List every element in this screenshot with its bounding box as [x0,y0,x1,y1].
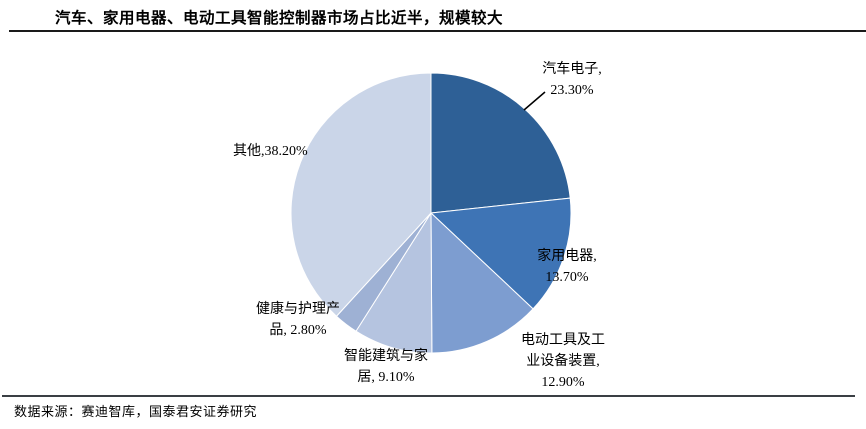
data-source-note: 数据来源：赛迪智库，国泰君安证券研究 [14,404,258,419]
pie-slice-3 [430,211,534,354]
title-divider-line [9,30,866,32]
slice-label-line: 电动工具及工 [521,333,605,348]
slice-label-line: 业设备装置, [526,354,600,369]
slice-label-power-tools: 电动工具及工 业设备装置, 12.90% [499,330,627,393]
slice-label-line: 居, 9.10% [357,370,415,385]
slice-label-smart-building: 智能建筑与家 居, 9.10% [325,346,447,388]
chart-title: 汽车、家用电器、电动工具智能控制器市场占比近半，规模较大 [55,10,504,27]
slice-label-health-care: 健康与护理产 品, 2.80% [237,299,359,341]
pie-slice-4 [355,211,433,354]
slice-label-others: 其他,38.20% [233,141,353,162]
leader-line-auto-electronics [523,91,546,111]
slice-label-line: 12.90% [541,375,585,390]
slice-label-line: 家用电器, [537,249,597,264]
slice-label-line: 智能建筑与家 [344,349,428,364]
slice-label-line: 健康与护理产 [256,302,340,317]
pie-slice-2 [429,197,572,310]
slice-label-line: 其他,38.20% [233,144,308,159]
footer-divider-line [2,395,855,397]
slice-label-line: 13.70% [545,270,589,285]
pie-slice-6 [290,72,432,317]
slice-label-auto-electronics: 汽车电子, 23.30% [506,59,638,101]
slice-label-home-appliances: 家用电器, 13.70% [503,246,631,288]
slice-label-line: 汽车电子, [542,62,602,77]
slice-label-line: 23.30% [550,83,594,98]
slice-label-line: 品, 2.80% [269,323,327,338]
